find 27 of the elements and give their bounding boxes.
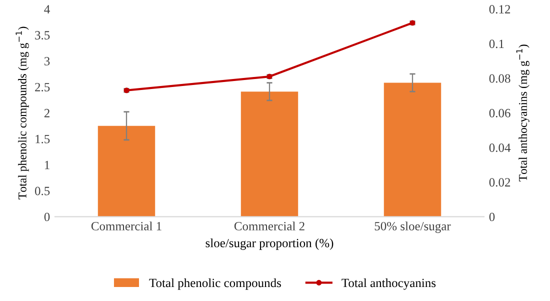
- legend-label: Total phenolic compounds: [149, 278, 281, 290]
- y-tick-label: 0: [44, 212, 50, 222]
- y2-tick-label: 0.06: [489, 108, 510, 118]
- legend-label: Total anthocyanins: [342, 278, 436, 290]
- y-tick-label: 2.5: [35, 82, 50, 92]
- bar: [240, 92, 298, 217]
- y-tick-label: 3.5: [35, 31, 50, 40]
- y2-tick-label: 0.02: [489, 178, 510, 187]
- x-tick-label: Commercial 2: [234, 222, 304, 230]
- y2-axis-title: Total anthocyanins (mg g$^{−1}$): [516, 44, 530, 182]
- y2-tick-label: 0.1: [489, 40, 504, 48]
- x-tick-label: 50% sloe/sugar: [374, 222, 451, 233]
- bar: [384, 82, 442, 217]
- y-tick-label: 3: [44, 57, 50, 66]
- y-tick-label: 4: [44, 5, 50, 14]
- y-tick-label: 0.5: [34, 186, 50, 196]
- y-axis-title: Total phenolic compounds (mg g$^{−1}$): [16, 26, 29, 200]
- y2-tick-label: 0.12: [489, 5, 510, 14]
- bar: [98, 126, 156, 217]
- y-tick-label: 2: [44, 108, 50, 118]
- y-tick-label: 1.5: [36, 134, 50, 144]
- y2-tick-label: 0: [489, 212, 495, 222]
- x-axis-title: sloe/sugar proportion (%): [206, 238, 334, 250]
- x-tick-label: Commercial 1: [91, 222, 162, 230]
- y2-tick-label: 0.08: [489, 74, 510, 83]
- y2-tick-label: 0.04: [489, 144, 511, 152]
- y-tick-label: 1: [44, 160, 50, 170]
